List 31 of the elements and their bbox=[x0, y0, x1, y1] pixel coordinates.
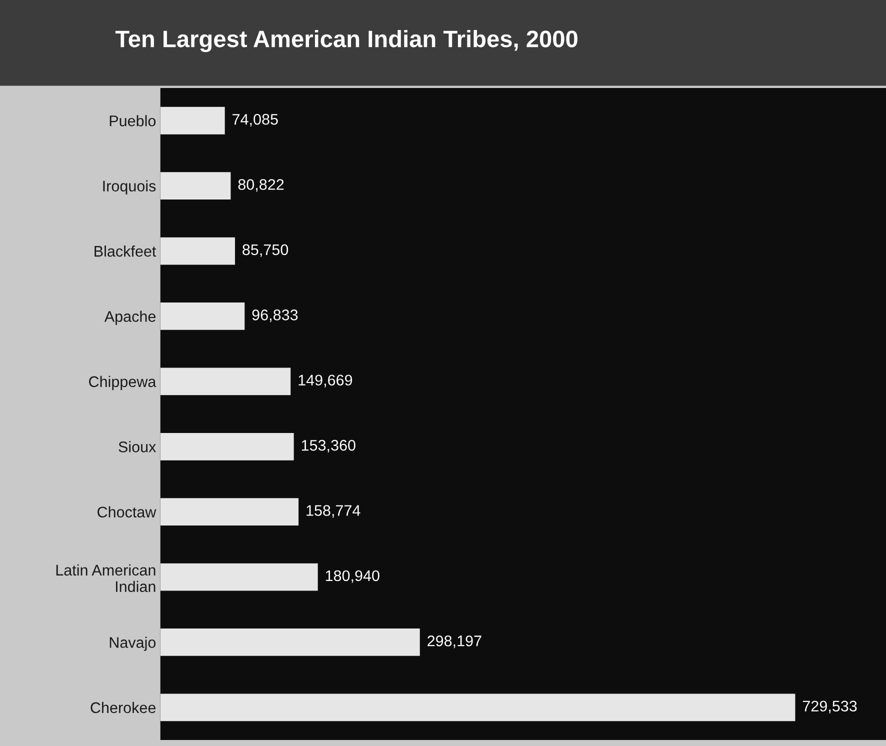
y-tick-label: Sioux bbox=[118, 441, 156, 452]
y-tick-label: Choctaw bbox=[98, 506, 156, 518]
bar bbox=[160, 368, 291, 396]
data-label: 80,822 bbox=[238, 179, 284, 192]
bar bbox=[160, 694, 796, 722]
y-tick-label: Chippewa bbox=[89, 376, 156, 390]
data-label: 96,833 bbox=[252, 310, 298, 322]
y-tick-label: Pueblo bbox=[110, 115, 156, 126]
bar bbox=[160, 563, 318, 591]
bar bbox=[160, 498, 299, 526]
bar bbox=[160, 237, 235, 265]
chart-title: Ten Largest American Indian Tribes, 2000 bbox=[115, 30, 578, 52]
data-label: 729,533 bbox=[802, 700, 857, 714]
y-tick-label: Cherokee bbox=[90, 702, 156, 714]
y-tick-label: Apache bbox=[104, 310, 156, 325]
y-tick-label: Navajo bbox=[110, 636, 156, 651]
bar bbox=[160, 628, 420, 656]
data-label: 298,197 bbox=[428, 636, 482, 648]
data-label: 74,085 bbox=[232, 114, 278, 127]
data-label: 158,774 bbox=[306, 505, 360, 518]
y-tick-label: Blackfeet bbox=[94, 245, 156, 257]
bar bbox=[160, 172, 231, 200]
y-tick-label: Latin American Indian bbox=[56, 564, 156, 592]
y-tick-label: Iroquois bbox=[103, 180, 156, 195]
bar bbox=[160, 432, 294, 460]
data-label: 85,750 bbox=[242, 244, 288, 257]
data-label: 153,360 bbox=[302, 440, 356, 453]
bar bbox=[160, 302, 245, 330]
data-label: 180,940 bbox=[326, 570, 380, 583]
data-label: 149,669 bbox=[298, 374, 352, 388]
bar bbox=[160, 106, 225, 134]
